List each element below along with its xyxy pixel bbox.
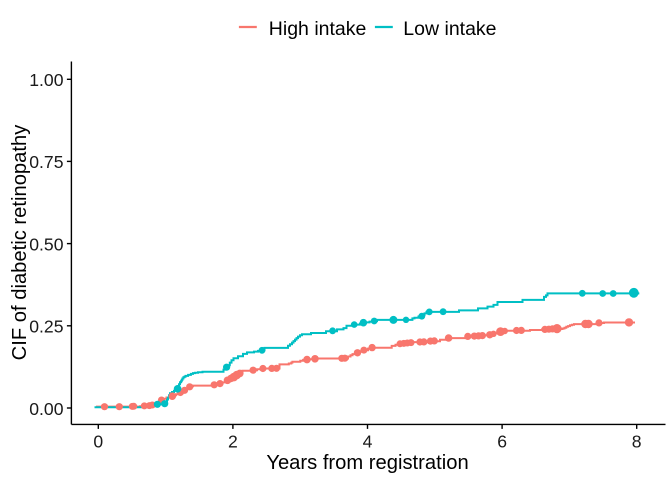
svg-text:High intake: High intake [269,18,367,40]
svg-text:CIF of diabetic retinopathy: CIF of diabetic retinopathy [9,124,31,361]
svg-text:2: 2 [228,431,238,451]
svg-text:1.00: 1.00 [29,70,63,90]
svg-text:0.25: 0.25 [29,317,63,337]
svg-text:6: 6 [497,431,507,451]
svg-text:0.00: 0.00 [29,399,63,419]
svg-text:Low intake: Low intake [403,18,496,40]
svg-text:0: 0 [93,431,103,451]
svg-text:Years from registration: Years from registration [266,452,468,474]
svg-text:8: 8 [632,431,642,451]
svg-text:0.75: 0.75 [29,152,63,172]
svg-text:4: 4 [363,431,373,451]
svg-text:0.50: 0.50 [29,234,63,254]
